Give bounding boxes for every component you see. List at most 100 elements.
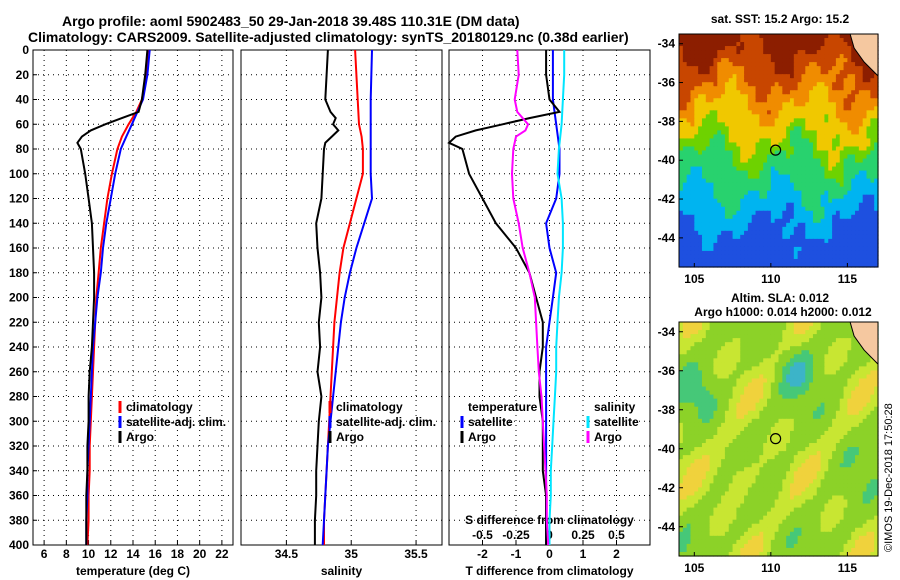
map-cell: [690, 254, 695, 260]
map-cell: [824, 422, 829, 428]
map-cell: [835, 398, 841, 404]
map-cell: [824, 426, 829, 432]
map-cell: [847, 350, 852, 355]
map-cell: [686, 194, 692, 200]
map-cell: [770, 366, 776, 372]
map-cell: [862, 202, 868, 208]
map-cell: [763, 50, 768, 55]
map-cell: [793, 246, 799, 252]
map-cell: [820, 246, 826, 252]
map-cell: [809, 106, 814, 111]
map-cell: [763, 174, 768, 180]
map-cell: [843, 230, 848, 236]
map-cell: [690, 451, 695, 456]
map-cell: [851, 398, 856, 404]
map-cell: [747, 439, 753, 444]
map-cell: [858, 202, 864, 208]
map-cell: [770, 330, 776, 335]
map-cell: [809, 338, 814, 343]
map-cell: [770, 362, 776, 367]
map-cell: [778, 66, 783, 71]
legend-label: Argo: [126, 430, 154, 444]
map-cell: [835, 74, 841, 79]
map-cell: [770, 54, 776, 59]
map-cell: [690, 194, 695, 200]
map-cell: [832, 366, 837, 372]
map-cell: [874, 382, 879, 388]
map-cell: [824, 94, 829, 99]
map-cell: [835, 190, 841, 196]
map-cell: [770, 138, 776, 144]
map-cell: [767, 86, 772, 91]
map-cell: [874, 254, 879, 260]
map-cell: [698, 338, 703, 343]
map-cell: [759, 210, 764, 216]
map-cell: [686, 182, 692, 188]
map-cell: [778, 322, 783, 327]
map-cell: [812, 210, 818, 216]
map-cell: [774, 443, 780, 448]
map-cell: [809, 66, 814, 71]
map-cell: [782, 406, 787, 412]
map-cell: [736, 126, 741, 132]
map-cell: [862, 210, 868, 216]
map-cell: [724, 378, 730, 384]
map-cell: [816, 447, 822, 452]
map-cell: [759, 102, 764, 107]
map-cell: [801, 94, 806, 99]
map-cell: [705, 46, 711, 51]
map-cell: [835, 174, 841, 180]
map-cell: [778, 382, 783, 388]
map-cell: [701, 258, 707, 264]
map-cell: [789, 150, 795, 156]
map-cell: [682, 447, 688, 452]
map-cell: [732, 138, 738, 144]
map-cell: [721, 214, 726, 220]
map-cell: [855, 418, 860, 424]
map-cell: [717, 455, 722, 460]
map-cell: [686, 98, 692, 103]
map-cell: [686, 390, 692, 396]
map-cell: [763, 362, 768, 367]
map-cell: [694, 430, 699, 436]
map-cell: [782, 58, 787, 63]
map-cell: [843, 354, 848, 359]
salinity-series-0: [323, 49, 364, 545]
map-cell: [721, 230, 726, 236]
map-cell: [721, 98, 726, 103]
map-cell: [721, 443, 726, 448]
s-diff-tick-label: -0.25: [502, 528, 530, 542]
map-cell: [717, 418, 722, 424]
map-cell: [786, 106, 791, 111]
map-cell: [690, 126, 695, 132]
x-tick-label: 35.5: [404, 547, 428, 561]
map-cell: [828, 402, 833, 408]
map-cell: [744, 246, 749, 252]
map-cell: [709, 322, 715, 327]
map-cell: [870, 214, 875, 220]
map-cell: [755, 226, 760, 232]
lon-tick-label: 115: [838, 272, 858, 286]
map-cell: [763, 158, 768, 164]
map-cell: [755, 334, 760, 339]
map-cell: [839, 194, 845, 200]
map-cell: [778, 350, 783, 355]
map-cell: [767, 350, 772, 355]
map-cell: [855, 206, 860, 212]
map-cell: [851, 62, 856, 67]
map-cell: [809, 182, 814, 188]
map-cell: [812, 174, 818, 180]
map-cell: [820, 358, 826, 363]
map-cell: [763, 162, 768, 168]
map-cell: [705, 162, 711, 168]
map-cell: [782, 162, 787, 168]
map-cell: [736, 447, 741, 452]
map-cell: [866, 254, 871, 260]
map-cell: [709, 455, 715, 460]
map-cell: [824, 206, 829, 212]
map-cell: [835, 422, 841, 428]
map-cell: [774, 202, 780, 208]
map-cell: [874, 166, 879, 172]
map-cell: [755, 370, 760, 376]
map-cell: [679, 146, 684, 152]
